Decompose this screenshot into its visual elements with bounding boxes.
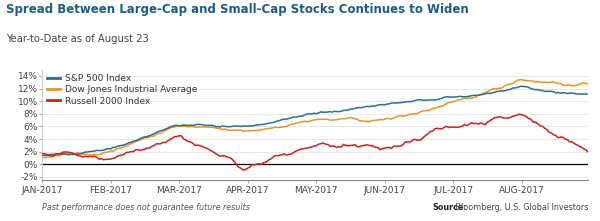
- Text: Past performance does not guarantee future results: Past performance does not guarantee futu…: [42, 203, 250, 212]
- Text: Source:: Source:: [432, 203, 467, 212]
- Text: Year-to-Date as of August 23: Year-to-Date as of August 23: [6, 34, 149, 44]
- Legend: S&P 500 Index, Dow Jones Industrial Average, Russell 2000 Index: S&P 500 Index, Dow Jones Industrial Aver…: [47, 74, 197, 106]
- Text: Bloomberg, U.S. Global Investors: Bloomberg, U.S. Global Investors: [453, 203, 589, 212]
- Text: Spread Between Large-Cap and Small-Cap Stocks Continues to Widen: Spread Between Large-Cap and Small-Cap S…: [6, 3, 469, 16]
